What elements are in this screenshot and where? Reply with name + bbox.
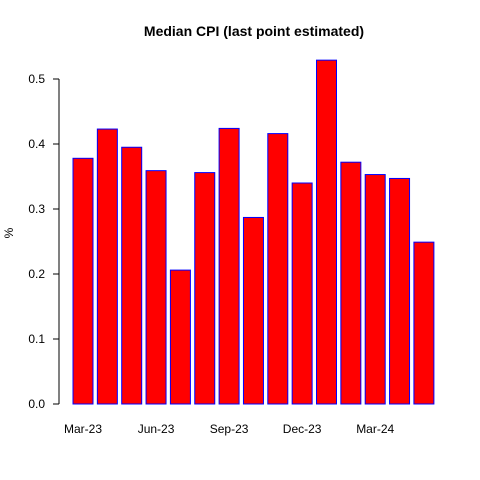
bars-group xyxy=(72,59,435,405)
bar-dec-23 xyxy=(291,182,313,405)
bar-mar-24 xyxy=(364,174,386,405)
y-tick-label: 0.3 xyxy=(28,202,45,216)
bar-apr-24 xyxy=(389,177,411,405)
bar-mar-23 xyxy=(72,157,94,405)
x-tick-label: Jun-23 xyxy=(138,422,175,436)
bar-nov-23 xyxy=(267,133,289,405)
y-tick-label: 0.5 xyxy=(28,72,45,86)
chart-title: Median CPI (last point estimated) xyxy=(144,23,364,39)
y-tick-label: 0.2 xyxy=(28,267,45,281)
x-axis: Mar-23 Jun-23 Sep-23 Dec-23 Mar-24 xyxy=(64,422,395,436)
bar-aug-23 xyxy=(194,172,216,405)
bar-may-23 xyxy=(121,146,143,405)
y-tick-label: 0.1 xyxy=(28,332,45,346)
y-axis: 0.0 0.1 0.2 0.3 0.4 0.5 xyxy=(28,72,60,411)
bar-feb-24 xyxy=(340,161,362,405)
bar-sep-23 xyxy=(218,127,240,405)
x-tick-label: Mar-24 xyxy=(356,422,394,436)
x-tick-label: Sep-23 xyxy=(210,422,249,436)
y-tick-label: 0.4 xyxy=(28,137,45,151)
bar-apr-23 xyxy=(96,128,118,405)
x-tick-label: Mar-23 xyxy=(64,422,102,436)
bar-oct-23 xyxy=(242,216,264,405)
bar-jun-23 xyxy=(145,170,167,405)
bar-jul-23 xyxy=(169,269,191,405)
y-tick-label: 0.0 xyxy=(28,397,45,411)
y-axis-label: % xyxy=(2,227,16,238)
bar-jan-24 xyxy=(316,59,337,405)
x-tick-label: Dec-23 xyxy=(283,422,322,436)
bar-may-24 xyxy=(413,241,435,405)
